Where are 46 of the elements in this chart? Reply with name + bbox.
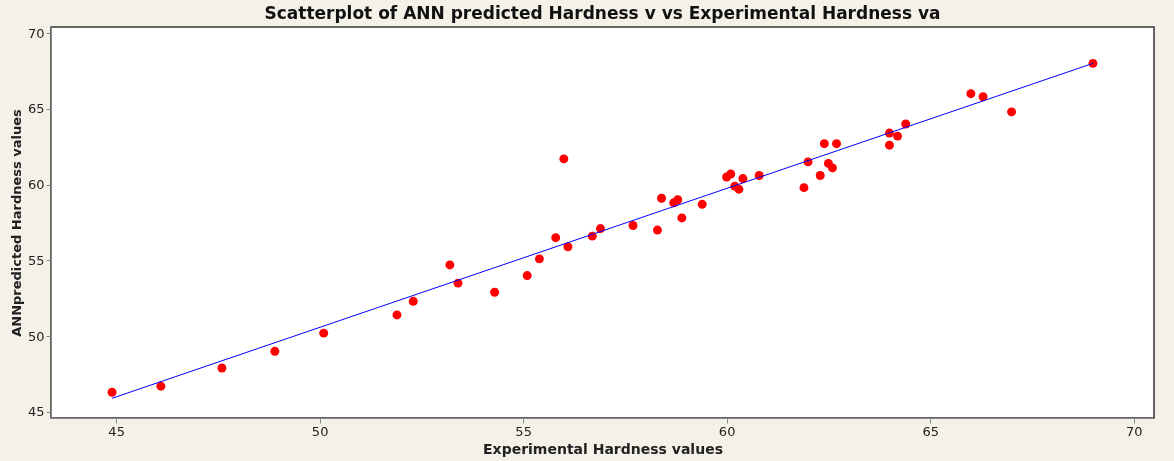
point (217, 363, 227, 373)
y-tick-label: 45 (27, 404, 45, 420)
point (534, 254, 544, 264)
point (966, 89, 976, 99)
point (392, 310, 402, 320)
y-tick-label: 60 (27, 177, 45, 193)
point (738, 174, 748, 184)
point (697, 199, 707, 209)
point (884, 140, 894, 150)
y-axis-title: ANNpredicted Hardness values (8, 108, 24, 337)
y-tick-label: 70 (27, 25, 45, 41)
x-tick-label: 60 (718, 423, 736, 439)
point (1007, 107, 1017, 117)
point (445, 260, 455, 270)
chart-title: Scatterplot of ANN predicted Hardness v vs Experimental Hardness va (264, 3, 941, 23)
point (270, 346, 280, 356)
point (408, 296, 418, 306)
point (815, 171, 825, 180)
y-tick-label: 55 (27, 252, 45, 268)
point (819, 139, 829, 149)
point (832, 139, 841, 149)
point (673, 195, 683, 205)
point (657, 193, 666, 203)
x-tick-label: 65 (922, 423, 939, 439)
point (677, 213, 687, 223)
point (726, 169, 736, 179)
x-tick-label: 45 (108, 423, 125, 439)
point (799, 183, 809, 193)
x-axis-title: Experimental Hardness values (483, 440, 723, 457)
point (319, 328, 329, 338)
y-tick-label: 50 (27, 328, 45, 344)
point (893, 131, 903, 141)
point (734, 184, 744, 194)
point (490, 287, 500, 297)
point (107, 387, 117, 397)
x-tick-label: 50 (311, 423, 329, 439)
y-tick-label: 65 (27, 101, 45, 117)
point (827, 163, 837, 173)
point (628, 221, 638, 230)
point (551, 233, 561, 243)
point (559, 154, 569, 164)
point (522, 271, 532, 281)
x-tick-label: 55 (515, 423, 532, 439)
x-tick-label: 70 (1125, 423, 1143, 439)
point (156, 381, 166, 391)
point (652, 225, 662, 235)
